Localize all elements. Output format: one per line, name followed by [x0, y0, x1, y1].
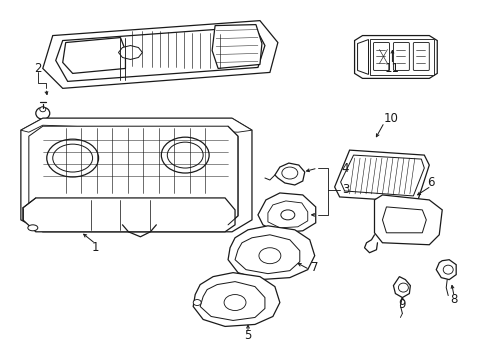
Text: 10: 10 [383, 112, 398, 125]
Polygon shape [258, 193, 315, 233]
Text: 2: 2 [34, 62, 41, 75]
Polygon shape [21, 118, 251, 232]
Text: 7: 7 [310, 261, 318, 274]
Ellipse shape [280, 210, 294, 220]
Ellipse shape [53, 144, 92, 172]
Text: 6: 6 [427, 176, 434, 189]
Polygon shape [340, 155, 424, 196]
Polygon shape [42, 21, 277, 88]
Polygon shape [212, 24, 262, 68]
Text: 4: 4 [341, 162, 348, 175]
Ellipse shape [193, 300, 201, 306]
Polygon shape [56, 27, 264, 81]
FancyBboxPatch shape [373, 42, 388, 71]
Ellipse shape [47, 139, 99, 177]
Text: 9: 9 [398, 298, 406, 311]
Text: 3: 3 [341, 184, 348, 197]
Polygon shape [354, 36, 436, 78]
Polygon shape [334, 150, 428, 202]
Ellipse shape [161, 137, 209, 173]
Polygon shape [435, 260, 455, 280]
Polygon shape [227, 226, 314, 280]
Polygon shape [274, 163, 304, 185]
Polygon shape [21, 118, 251, 132]
Polygon shape [235, 235, 299, 274]
Polygon shape [62, 37, 125, 73]
Ellipse shape [259, 248, 280, 264]
Text: 5: 5 [244, 329, 251, 342]
Ellipse shape [281, 167, 297, 179]
Text: 1: 1 [92, 241, 99, 254]
Polygon shape [374, 195, 441, 245]
Polygon shape [357, 40, 368, 75]
Ellipse shape [398, 283, 407, 292]
Polygon shape [382, 207, 426, 233]
FancyBboxPatch shape [412, 42, 428, 71]
Ellipse shape [40, 107, 46, 112]
Polygon shape [193, 273, 279, 327]
Polygon shape [23, 198, 235, 232]
Ellipse shape [442, 265, 452, 274]
Polygon shape [267, 201, 307, 228]
Polygon shape [393, 276, 409, 298]
Polygon shape [29, 126, 238, 225]
Text: 8: 8 [449, 293, 457, 306]
Ellipse shape [28, 225, 38, 231]
Ellipse shape [167, 142, 203, 168]
Text: 11: 11 [384, 62, 399, 75]
Polygon shape [200, 282, 264, 320]
Ellipse shape [36, 107, 50, 119]
FancyBboxPatch shape [393, 42, 408, 71]
Ellipse shape [224, 294, 245, 310]
Polygon shape [118, 45, 142, 59]
Polygon shape [369, 39, 433, 75]
